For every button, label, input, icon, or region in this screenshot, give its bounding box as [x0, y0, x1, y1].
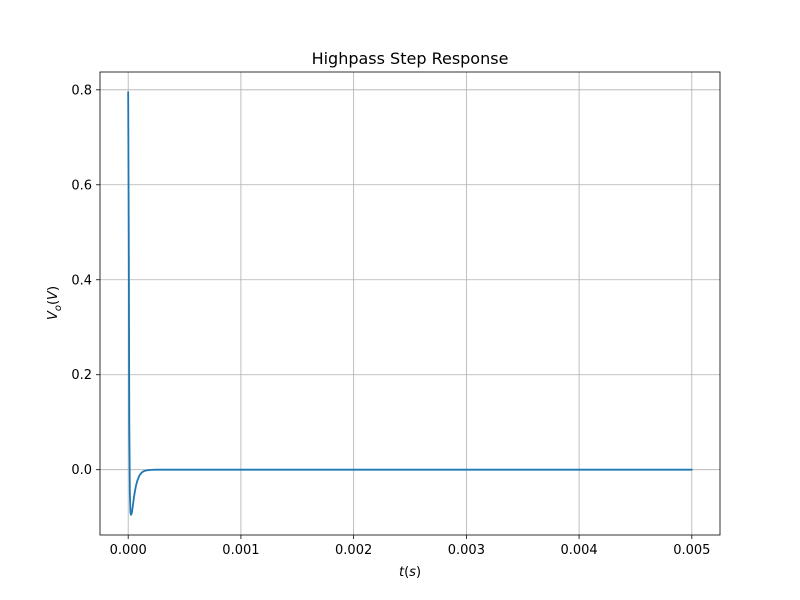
y-tick-label: 0.8	[71, 83, 92, 98]
x-axis-label: t(s)	[399, 565, 421, 580]
x-label-unit-symbol: s	[409, 565, 416, 580]
x-tick-label: 0.000	[110, 543, 147, 558]
series-line	[127, 91, 693, 516]
x-label-symbol: t	[399, 565, 405, 580]
x-label-unit-close: )	[416, 565, 421, 580]
y-axis-label: Vo(V)	[46, 286, 64, 320]
plot-frame	[99, 71, 721, 536]
x-axis: 0.000 0.001 0.002 0.003 0.004 0.005	[110, 535, 710, 558]
x-tick-label: 0.004	[560, 543, 597, 558]
y-label-symbol: V	[46, 310, 61, 320]
x-tick-label: 0.002	[335, 543, 372, 558]
grid	[100, 72, 720, 535]
y-label-unit-close: )	[46, 286, 61, 291]
x-tick-label: 0.001	[222, 543, 259, 558]
y-label-unit-open: (	[46, 300, 61, 305]
y-tick-label: 0.4	[71, 273, 92, 288]
x-label-unit: (	[404, 565, 409, 580]
y-axis: 0.0 0.2 0.4 0.6 0.8	[71, 83, 100, 478]
chart-title: Highpass Step Response	[312, 49, 509, 68]
y-tick-label: 0.6	[71, 178, 92, 193]
x-tick-label: 0.005	[673, 543, 710, 558]
y-tick-label: 0.0	[71, 463, 92, 478]
series-layer	[127, 91, 693, 516]
y-label-subscript: o	[53, 305, 64, 311]
y-label-unit-symbol: V	[46, 290, 61, 300]
x-tick-label: 0.003	[448, 543, 485, 558]
y-tick-label: 0.2	[71, 368, 92, 383]
